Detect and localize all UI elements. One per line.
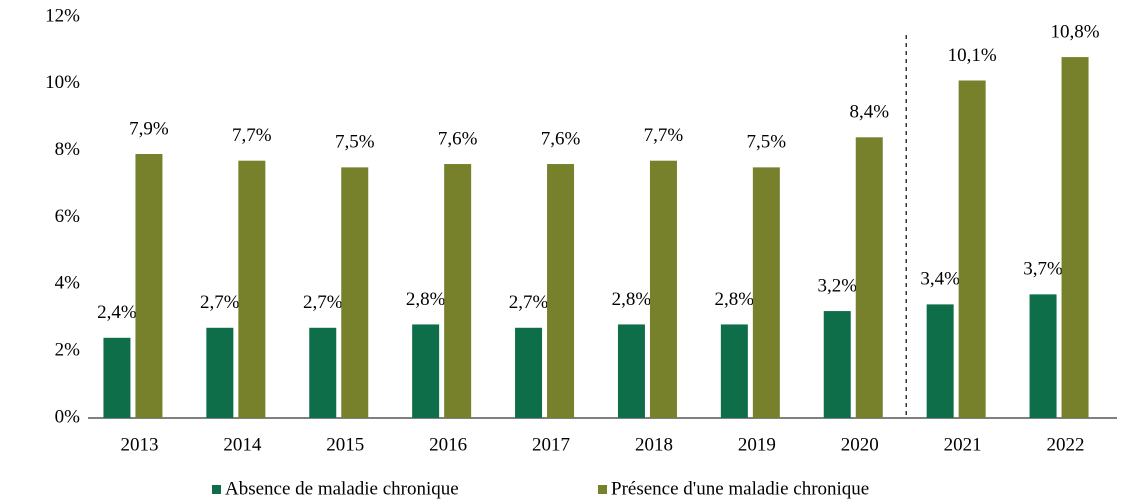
- value-label: 8,4%: [849, 102, 889, 123]
- bar: [823, 311, 851, 418]
- bar: [444, 164, 472, 418]
- value-label: 7,9%: [129, 118, 169, 139]
- value-label: 10,1%: [948, 45, 997, 66]
- value-label: 7,7%: [232, 125, 272, 146]
- bar: [855, 137, 883, 419]
- legend-swatch: [598, 485, 607, 494]
- value-label: 3,4%: [920, 269, 960, 290]
- y-tick-label: 8%: [55, 139, 81, 160]
- value-label: 2,8%: [715, 289, 755, 310]
- legend-swatch: [212, 485, 221, 494]
- x-tick-label: 2019: [738, 434, 776, 455]
- value-label: 7,7%: [644, 125, 684, 146]
- value-label: 3,7%: [1023, 259, 1063, 280]
- value-label: 2,4%: [97, 302, 137, 323]
- bar: [649, 160, 677, 419]
- bar: [1061, 57, 1089, 418]
- x-tick-label: 2014: [223, 434, 262, 455]
- y-tick-label: 4%: [55, 273, 81, 294]
- bar: [1029, 294, 1057, 418]
- x-tick-label: 2016: [429, 434, 467, 455]
- value-label: 7,6%: [541, 128, 581, 149]
- bar: [135, 154, 163, 418]
- value-label: 2,7%: [509, 292, 549, 313]
- y-tick-label: 2%: [55, 340, 81, 361]
- y-tick-label: 6%: [55, 206, 81, 227]
- value-label: 2,7%: [200, 292, 240, 313]
- bar: [309, 327, 337, 418]
- value-label: 10,8%: [1051, 21, 1100, 42]
- bar: [238, 160, 266, 419]
- bar: [720, 324, 748, 418]
- value-label: 7,5%: [335, 132, 375, 153]
- bar: [341, 167, 369, 418]
- bar: [926, 304, 954, 418]
- bar: [547, 164, 575, 418]
- x-tick-label: 2020: [841, 434, 879, 455]
- x-tick-label: 2013: [120, 434, 158, 455]
- bar: [206, 327, 234, 418]
- y-tick-label: 12%: [45, 5, 80, 26]
- value-label: 2,8%: [612, 289, 652, 310]
- x-tick-label: 2015: [326, 434, 364, 455]
- value-label: 2,8%: [406, 289, 446, 310]
- x-tick-label: 2021: [944, 434, 982, 455]
- x-tick-label: 2022: [1047, 434, 1085, 455]
- y-tick-label: 0%: [55, 406, 81, 427]
- bar: [412, 324, 440, 418]
- bar: [752, 167, 780, 418]
- legend-label: Présence d'une maladie chronique: [611, 478, 869, 499]
- legend-label: Absence de maladie chronique: [225, 478, 459, 499]
- bar: [515, 327, 543, 418]
- value-label: 2,7%: [303, 292, 343, 313]
- value-label: 7,5%: [747, 132, 787, 153]
- x-tick-label: 2017: [532, 434, 570, 455]
- x-tick-label: 2018: [635, 434, 673, 455]
- bar: [958, 80, 986, 418]
- y-tick-label: 10%: [45, 72, 80, 93]
- bar: [103, 337, 131, 418]
- value-label: 7,6%: [438, 128, 478, 149]
- value-label: 3,2%: [817, 275, 857, 296]
- bar: [617, 324, 645, 418]
